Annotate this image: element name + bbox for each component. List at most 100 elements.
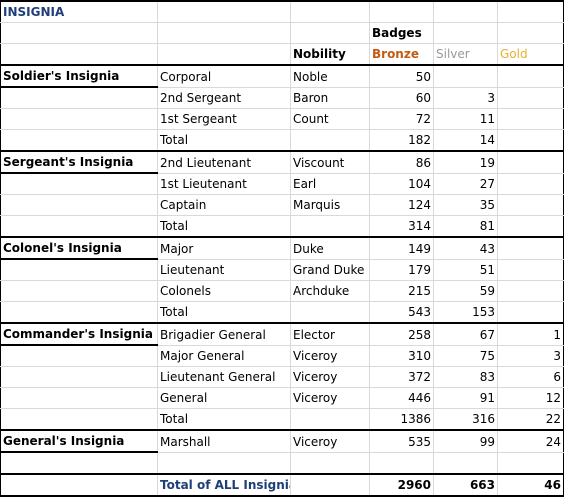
rank-cell[interactable]: 1st Sergeant bbox=[157, 108, 291, 130]
bronze-cell[interactable]: 86 bbox=[369, 151, 434, 174]
bronze-cell[interactable]: 310 bbox=[369, 345, 434, 367]
rank-cell[interactable]: Major General bbox=[157, 345, 291, 367]
gold-cell[interactable] bbox=[497, 173, 564, 195]
cell[interactable] bbox=[0, 173, 158, 195]
bronze-total[interactable]: 314 bbox=[369, 215, 434, 238]
gold-cell[interactable] bbox=[497, 108, 564, 130]
silver-cell[interactable]: 19 bbox=[433, 151, 498, 174]
bronze-cell[interactable]: 258 bbox=[369, 323, 434, 346]
cell[interactable] bbox=[433, 0, 498, 23]
cell[interactable] bbox=[0, 387, 158, 409]
cell[interactable] bbox=[0, 22, 158, 44]
sheet-title[interactable]: INSIGNIA bbox=[0, 0, 158, 23]
cell[interactable] bbox=[369, 452, 434, 475]
cell[interactable] bbox=[0, 108, 158, 130]
gold-cell[interactable]: 24 bbox=[497, 430, 564, 453]
rank-cell[interactable]: Lieutenant bbox=[157, 259, 291, 281]
cell[interactable] bbox=[290, 215, 370, 238]
rank-cell[interactable]: Major bbox=[157, 237, 291, 260]
bronze-cell[interactable]: 124 bbox=[369, 194, 434, 216]
cell[interactable] bbox=[290, 0, 370, 23]
bronze-cell[interactable]: 179 bbox=[369, 259, 434, 281]
grand-total-silver[interactable]: 663 bbox=[433, 474, 498, 497]
grand-total-gold[interactable]: 46 bbox=[497, 474, 564, 497]
rank-cell[interactable]: Marshall bbox=[157, 430, 291, 453]
cell[interactable] bbox=[0, 301, 158, 324]
nobility-cell[interactable]: Noble bbox=[290, 65, 370, 88]
silver-cell[interactable]: 91 bbox=[433, 387, 498, 409]
cell[interactable] bbox=[0, 129, 158, 152]
total-label[interactable]: Total bbox=[157, 301, 291, 324]
gold-cell[interactable]: 6 bbox=[497, 366, 564, 388]
nobility-cell[interactable]: Baron bbox=[290, 87, 370, 109]
cell[interactable] bbox=[0, 87, 158, 109]
cell[interactable] bbox=[290, 129, 370, 152]
rank-cell[interactable]: General bbox=[157, 387, 291, 409]
cell[interactable] bbox=[290, 301, 370, 324]
cell[interactable] bbox=[290, 474, 370, 497]
group-name[interactable]: Soldier's Insignia bbox=[0, 64, 158, 88]
cell[interactable] bbox=[157, 43, 291, 66]
silver-cell[interactable]: 35 bbox=[433, 194, 498, 216]
silver-cell[interactable]: 67 bbox=[433, 323, 498, 346]
bronze-total[interactable]: 1386 bbox=[369, 408, 434, 431]
cell[interactable] bbox=[0, 452, 158, 475]
gold-total[interactable] bbox=[497, 215, 564, 238]
cell[interactable] bbox=[0, 43, 158, 66]
cell[interactable] bbox=[0, 215, 158, 238]
silver-total[interactable]: 153 bbox=[433, 301, 498, 324]
bronze-header[interactable]: Bronze bbox=[369, 43, 434, 66]
nobility-header[interactable]: Nobility bbox=[290, 43, 370, 66]
cell[interactable] bbox=[157, 452, 291, 475]
silver-cell[interactable]: 83 bbox=[433, 366, 498, 388]
group-name[interactable]: Sergeant's Insignia bbox=[0, 150, 158, 174]
nobility-cell[interactable]: Viscount bbox=[290, 151, 370, 174]
cell[interactable] bbox=[433, 452, 498, 475]
rank-cell[interactable]: Brigadier General bbox=[157, 323, 291, 346]
cell[interactable] bbox=[0, 366, 158, 388]
group-name[interactable]: General's Insignia bbox=[0, 429, 158, 453]
gold-total[interactable]: 22 bbox=[497, 408, 564, 431]
cell[interactable] bbox=[290, 22, 370, 44]
total-label[interactable]: Total bbox=[157, 408, 291, 431]
grand-total-bronze[interactable]: 2960 bbox=[369, 474, 434, 497]
cell[interactable] bbox=[290, 452, 370, 475]
silver-cell[interactable]: 11 bbox=[433, 108, 498, 130]
cell[interactable] bbox=[0, 474, 158, 497]
bronze-cell[interactable]: 104 bbox=[369, 173, 434, 195]
silver-cell[interactable]: 59 bbox=[433, 280, 498, 302]
cell[interactable] bbox=[0, 408, 158, 431]
rank-cell[interactable]: Corporal bbox=[157, 65, 291, 88]
nobility-cell[interactable]: Viceroy bbox=[290, 345, 370, 367]
bronze-cell[interactable]: 372 bbox=[369, 366, 434, 388]
cell[interactable] bbox=[497, 0, 564, 23]
silver-cell[interactable]: 51 bbox=[433, 259, 498, 281]
silver-header[interactable]: Silver bbox=[433, 43, 498, 66]
bronze-cell[interactable]: 535 bbox=[369, 430, 434, 453]
cell[interactable] bbox=[290, 408, 370, 431]
cell[interactable] bbox=[0, 194, 158, 216]
gold-cell[interactable]: 1 bbox=[497, 323, 564, 346]
cell[interactable] bbox=[433, 22, 498, 44]
bronze-cell[interactable]: 72 bbox=[369, 108, 434, 130]
bronze-cell[interactable]: 60 bbox=[369, 87, 434, 109]
cell[interactable] bbox=[157, 22, 291, 44]
cell[interactable] bbox=[497, 22, 564, 44]
silver-total[interactable]: 316 bbox=[433, 408, 498, 431]
gold-cell[interactable] bbox=[497, 65, 564, 88]
gold-cell[interactable]: 3 bbox=[497, 345, 564, 367]
group-name[interactable]: Colonel's Insignia bbox=[0, 236, 158, 260]
gold-cell[interactable]: 12 bbox=[497, 387, 564, 409]
rank-cell[interactable]: Lieutenant General bbox=[157, 366, 291, 388]
silver-cell[interactable]: 43 bbox=[433, 237, 498, 260]
nobility-cell[interactable]: Viceroy bbox=[290, 387, 370, 409]
silver-cell[interactable] bbox=[433, 65, 498, 88]
nobility-cell[interactable]: Viceroy bbox=[290, 430, 370, 453]
nobility-cell[interactable]: Marquis bbox=[290, 194, 370, 216]
rank-cell[interactable]: Colonels bbox=[157, 280, 291, 302]
group-name[interactable]: Commander's Insignia bbox=[0, 322, 158, 346]
nobility-cell[interactable]: Earl bbox=[290, 173, 370, 195]
cell[interactable] bbox=[369, 0, 434, 23]
gold-total[interactable] bbox=[497, 301, 564, 324]
bronze-total[interactable]: 543 bbox=[369, 301, 434, 324]
